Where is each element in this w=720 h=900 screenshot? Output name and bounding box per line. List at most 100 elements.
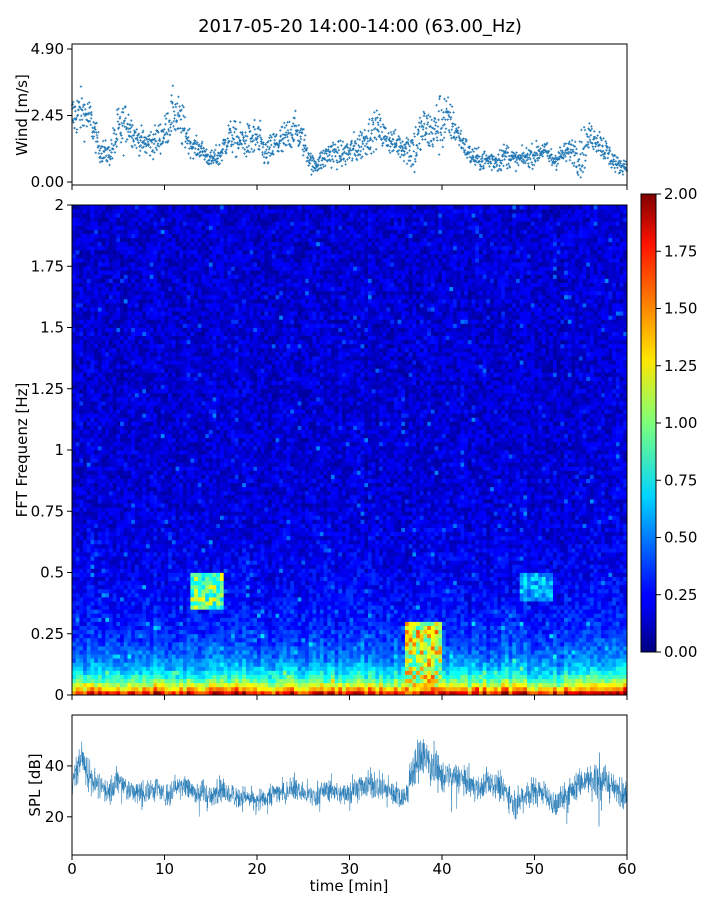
heatmap-cell — [101, 335, 106, 341]
heatmap-cell — [101, 429, 106, 435]
heatmap-cell — [120, 458, 125, 463]
heatmap-cell — [168, 556, 173, 561]
heatmap-cell — [157, 621, 162, 626]
heatmap-cell — [127, 654, 132, 659]
heatmap-cell — [149, 511, 154, 516]
heatmap-cell — [149, 327, 154, 332]
heatmap-cell — [72, 384, 77, 390]
heatmap-cell — [153, 401, 158, 406]
heatmap-cell — [97, 401, 102, 406]
heatmap-cell — [160, 352, 165, 357]
wind-point — [110, 151, 113, 154]
heatmap-cell — [146, 470, 151, 475]
heatmap-cell — [120, 209, 125, 214]
heatmap-cell — [116, 213, 121, 218]
heatmap-cell — [146, 335, 151, 341]
heatmap-cell — [120, 392, 125, 398]
heatmap-cell — [90, 454, 95, 459]
heatmap-cell — [86, 396, 91, 402]
heatmap-cell — [149, 245, 154, 251]
heatmap-cell — [90, 539, 95, 545]
heatmap-cell — [164, 307, 169, 312]
heatmap-cell — [101, 617, 106, 622]
heatmap-cell — [86, 258, 91, 263]
heatmap-cell — [79, 307, 84, 312]
heatmap-cell — [142, 564, 147, 569]
heatmap-cell — [157, 315, 162, 320]
heatmap-cell — [94, 225, 99, 230]
heatmap-cell — [86, 343, 91, 349]
heatmap-cell — [123, 482, 128, 488]
heatmap-cell — [97, 535, 102, 541]
heatmap-cell — [131, 274, 136, 279]
heatmap-cell — [94, 637, 99, 643]
heatmap-cell — [146, 258, 151, 263]
heatmap-cell — [109, 286, 114, 292]
heatmap-cell — [134, 686, 139, 692]
heatmap-cell — [116, 572, 121, 577]
heatmap-cell — [94, 592, 99, 598]
heatmap-cell — [123, 441, 128, 447]
heatmap-cell — [149, 237, 154, 243]
heatmap-cell — [105, 335, 110, 341]
heatmap-cell — [86, 666, 91, 671]
heatmap-cell — [75, 605, 80, 610]
heatmap-cell — [157, 458, 162, 463]
heatmap-cell — [120, 662, 125, 667]
heatmap-cell — [120, 258, 125, 263]
heatmap-cell — [105, 270, 110, 275]
heatmap-cell — [72, 515, 77, 520]
heatmap-cell — [101, 360, 106, 365]
heatmap-cell — [164, 686, 169, 692]
heatmap-cell — [160, 613, 165, 618]
heatmap-cell — [120, 339, 125, 345]
wind-point — [83, 140, 86, 143]
heatmap-cell — [153, 384, 158, 390]
heatmap-cell — [79, 278, 84, 283]
heatmap-cell — [94, 286, 99, 292]
heatmap-cell — [127, 384, 132, 390]
heatmap-cell — [142, 572, 147, 577]
heatmap-cell — [97, 360, 102, 365]
heatmap-cell — [120, 441, 125, 447]
heatmap-cell — [79, 605, 84, 610]
heatmap-cell — [116, 221, 121, 226]
heatmap-cell — [86, 568, 91, 573]
heatmap-cell — [97, 458, 102, 463]
heatmap-cell — [120, 315, 125, 320]
heatmap-cell — [97, 560, 102, 565]
heatmap-cell — [142, 282, 147, 288]
heatmap-cell — [123, 217, 128, 222]
heatmap-cell — [83, 384, 88, 390]
heatmap-cell — [86, 474, 91, 479]
heatmap-cell — [90, 625, 95, 631]
heatmap-cell — [101, 641, 106, 647]
heatmap-cell — [105, 539, 110, 545]
heatmap-cell — [153, 303, 158, 308]
heatmap-cell — [164, 580, 169, 586]
heatmap-cell — [127, 531, 132, 537]
heatmap-cell — [131, 478, 136, 484]
heatmap-cell — [146, 437, 151, 443]
heatmap-cell — [160, 633, 165, 639]
heatmap-cell — [90, 409, 95, 414]
heatmap-cell — [134, 298, 139, 304]
heatmap-cell — [72, 494, 77, 500]
heatmap-cell — [146, 617, 151, 622]
heatmap-cell — [120, 254, 125, 259]
heatmap-cell — [164, 527, 169, 533]
heatmap-cell — [127, 548, 132, 553]
heatmap-cell — [142, 548, 147, 553]
heatmap-cell — [75, 425, 80, 430]
heatmap-cell — [86, 511, 91, 516]
heatmap-cell — [168, 576, 173, 582]
heatmap-cell — [134, 368, 139, 373]
heatmap-cell — [94, 323, 99, 328]
heatmap-cell — [120, 666, 125, 671]
heatmap-cell — [97, 625, 102, 631]
heatmap-cell — [120, 335, 125, 341]
heatmap-cell — [105, 588, 110, 594]
heatmap-cell — [123, 241, 128, 247]
heatmap-cell — [134, 625, 139, 631]
heatmap-cell — [123, 682, 128, 688]
